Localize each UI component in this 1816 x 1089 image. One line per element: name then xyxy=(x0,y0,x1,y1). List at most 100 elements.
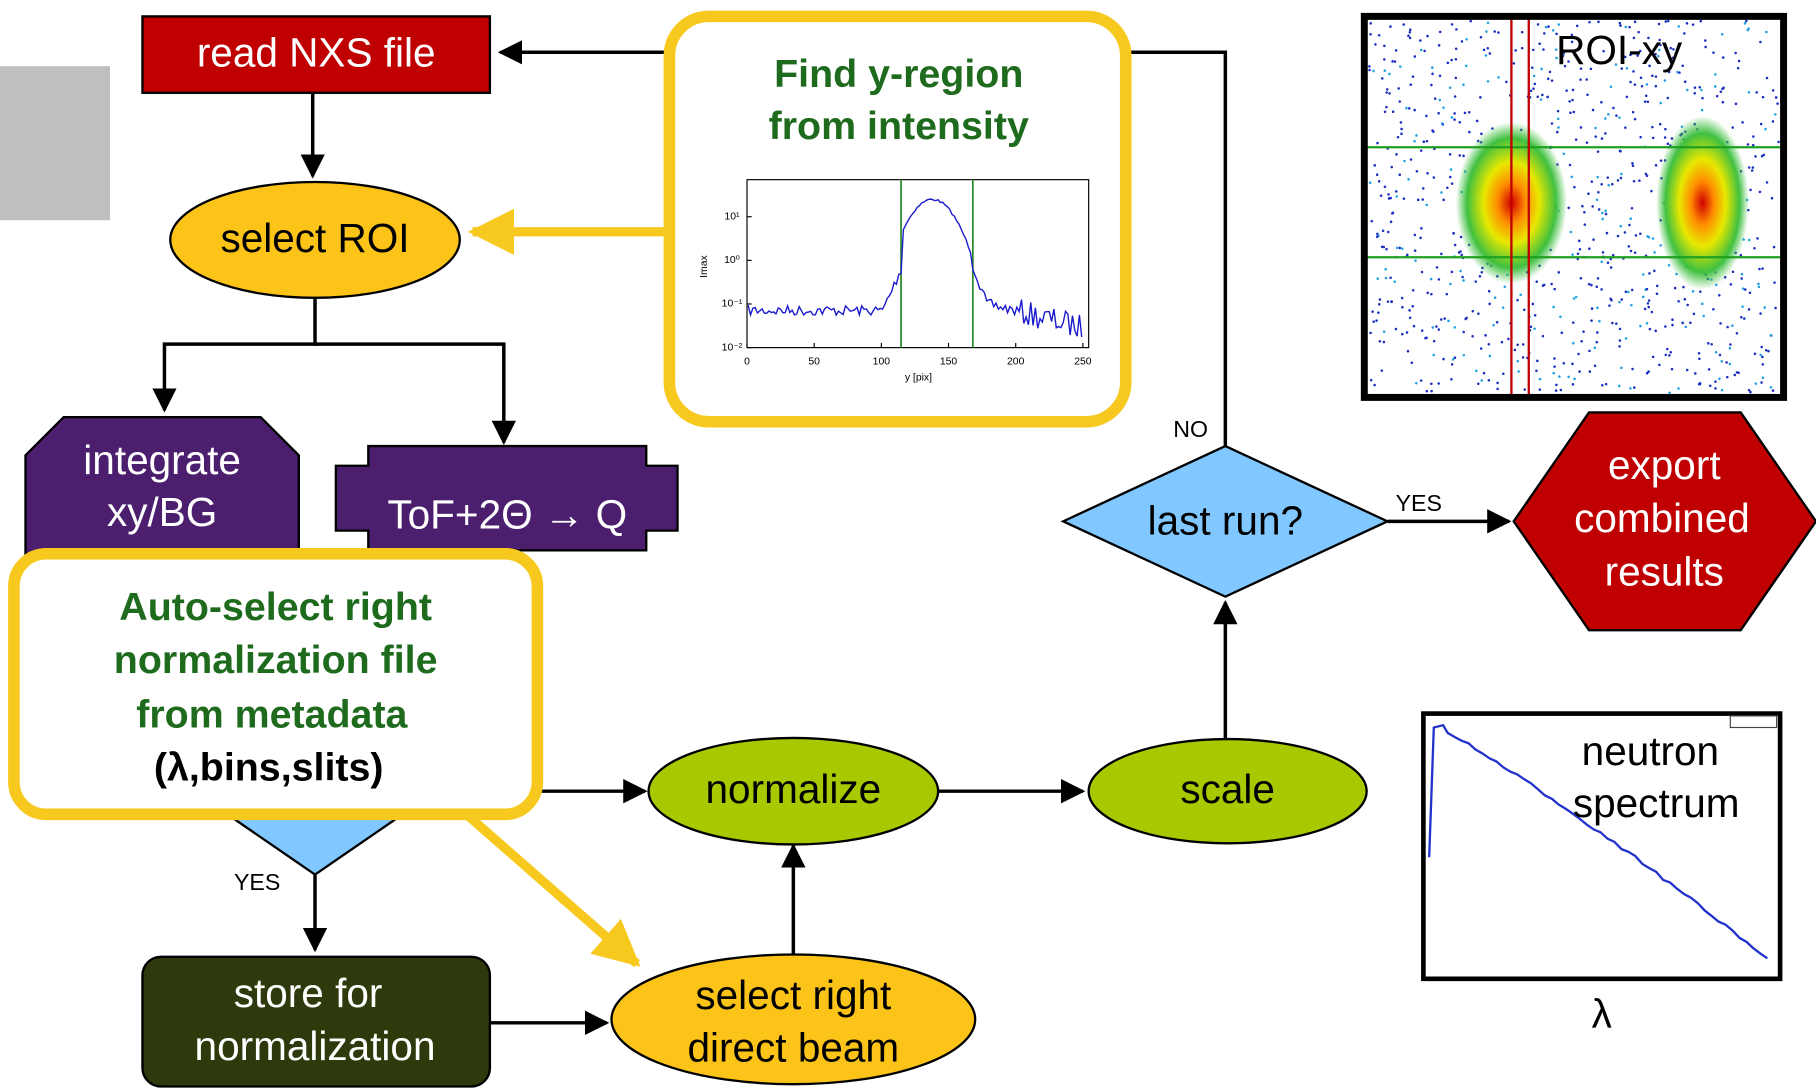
count-dot xyxy=(1612,254,1615,257)
count-dot xyxy=(1604,117,1607,120)
count-dot xyxy=(1433,340,1436,343)
count-dot xyxy=(1656,292,1659,295)
count-dot xyxy=(1412,289,1415,292)
node-label: xy/BG xyxy=(107,489,217,535)
count-dot xyxy=(1629,387,1632,390)
count-dot xyxy=(1624,126,1627,129)
count-dot xyxy=(1480,347,1483,350)
count-dot xyxy=(1409,28,1412,31)
count-dot xyxy=(1446,293,1449,296)
count-dot xyxy=(1681,322,1684,325)
count-dot xyxy=(1542,284,1545,287)
count-dot xyxy=(1626,96,1629,99)
count-dot xyxy=(1568,100,1571,103)
count-dot xyxy=(1496,388,1499,391)
count-dot xyxy=(1634,21,1637,24)
count-dot xyxy=(1562,362,1565,365)
count-dot xyxy=(1702,315,1705,318)
count-dot xyxy=(1414,259,1417,262)
count-dot xyxy=(1517,370,1520,373)
count-dot xyxy=(1411,362,1414,365)
node-label: combined xyxy=(1574,495,1750,541)
count-dot xyxy=(1633,386,1636,389)
count-dot xyxy=(1390,301,1393,304)
count-dot xyxy=(1372,70,1375,73)
count-dot xyxy=(1557,117,1560,120)
count-dot xyxy=(1533,75,1536,78)
count-dot xyxy=(1430,382,1433,385)
count-dot xyxy=(1766,181,1769,184)
count-dot xyxy=(1761,356,1764,359)
count-dot xyxy=(1488,303,1491,306)
count-dot xyxy=(1575,138,1578,141)
count-dot xyxy=(1597,150,1600,153)
count-dot xyxy=(1619,150,1622,153)
count-dot xyxy=(1628,245,1631,248)
count-dot xyxy=(1571,253,1574,256)
count-dot xyxy=(1551,122,1554,125)
count-dot xyxy=(1411,305,1414,308)
count-dot xyxy=(1400,121,1403,124)
count-dot xyxy=(1374,43,1377,46)
count-dot xyxy=(1716,95,1719,98)
count-dot xyxy=(1653,270,1656,273)
count-dot xyxy=(1752,135,1755,138)
callout-title: from intensity xyxy=(769,104,1029,148)
count-dot xyxy=(1413,325,1416,328)
count-dot xyxy=(1430,278,1433,281)
count-dot xyxy=(1388,73,1391,76)
count-dot xyxy=(1747,143,1750,146)
count-dot xyxy=(1571,363,1574,366)
count-dot xyxy=(1414,55,1417,58)
count-dot xyxy=(1618,116,1621,119)
count-dot xyxy=(1689,321,1692,324)
count-dot xyxy=(1552,372,1555,375)
count-dot xyxy=(1464,318,1467,321)
count-dot xyxy=(1748,389,1751,392)
count-dot xyxy=(1401,306,1404,309)
count-dot xyxy=(1383,45,1386,48)
count-dot xyxy=(1376,173,1379,176)
count-dot xyxy=(1414,249,1417,252)
count-dot xyxy=(1489,52,1492,55)
count-dot xyxy=(1755,382,1758,385)
count-dot xyxy=(1551,79,1554,82)
count-dot xyxy=(1488,343,1491,346)
count-dot xyxy=(1738,60,1741,63)
count-dot xyxy=(1453,112,1456,115)
count-dot xyxy=(1388,197,1391,200)
count-dot xyxy=(1474,280,1477,283)
count-dot xyxy=(1415,382,1418,385)
count-dot xyxy=(1462,83,1465,86)
count-dot xyxy=(1465,38,1468,41)
count-dot xyxy=(1710,343,1713,346)
count-dot xyxy=(1426,35,1429,38)
count-dot xyxy=(1644,100,1647,103)
count-dot xyxy=(1719,354,1722,357)
count-dot xyxy=(1744,288,1747,291)
count-dot xyxy=(1432,130,1435,133)
count-dot xyxy=(1620,367,1623,370)
count-dot xyxy=(1618,345,1621,348)
count-dot xyxy=(1763,306,1766,309)
count-dot xyxy=(1559,316,1562,319)
count-dot xyxy=(1714,387,1717,390)
x-tick-label: 250 xyxy=(1074,356,1092,367)
count-dot xyxy=(1747,29,1750,32)
count-dot xyxy=(1409,37,1412,40)
count-dot xyxy=(1372,320,1375,323)
count-dot xyxy=(1658,23,1661,26)
count-dot xyxy=(1758,286,1761,289)
count-dot xyxy=(1560,389,1563,392)
edge-label: NO xyxy=(1173,416,1208,442)
count-dot xyxy=(1538,42,1541,45)
count-dot xyxy=(1606,176,1609,179)
count-dot xyxy=(1743,317,1746,320)
node-label: select ROI xyxy=(220,215,409,261)
count-dot xyxy=(1489,355,1492,358)
count-dot xyxy=(1755,91,1758,94)
node-label: integrate xyxy=(83,437,241,483)
count-dot xyxy=(1754,352,1757,355)
count-dot xyxy=(1458,251,1461,254)
count-dot xyxy=(1446,187,1449,190)
